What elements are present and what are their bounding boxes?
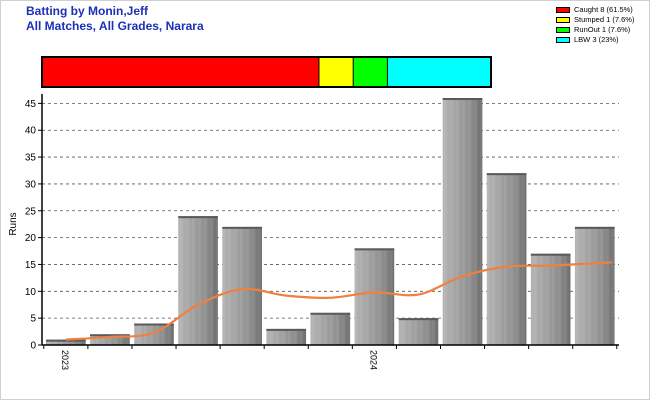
y-tick-label: 5 <box>30 314 36 325</box>
legend-swatch-runout <box>556 27 570 33</box>
bar-top-edge <box>134 323 174 326</box>
title-line-2: All Matches, All Grades, Narara <box>26 19 204 33</box>
legend-label-runout: RunOut 1 (7.6%) <box>574 25 631 34</box>
legend: Caught 8 (61.5%) Stumped 1 (7.6%) RunOut… <box>556 5 634 45</box>
dismissal-bar <box>41 56 492 88</box>
bar-texture <box>530 253 571 345</box>
bar-top-edge <box>442 98 483 100</box>
legend-swatch-stumped <box>556 17 570 23</box>
bar-top-edge <box>222 226 262 229</box>
bar-top-edge <box>46 339 86 342</box>
dismissal-segment-lbw <box>387 57 491 87</box>
x-tick-label: 2024 <box>368 350 378 370</box>
y-tick-label: 25 <box>25 206 37 217</box>
y-tick-label: 40 <box>25 126 37 137</box>
bar-texture <box>442 98 483 345</box>
legend-swatch-lbw <box>556 37 570 43</box>
bar-top-edge <box>266 328 307 331</box>
bar-top-edge <box>310 312 351 315</box>
bar-top-edge <box>486 173 527 176</box>
bar-texture <box>266 328 307 345</box>
axes: 0 5 10 15 20 25 30 35 40 45 2023 2024 <box>25 94 619 370</box>
bars <box>46 98 615 345</box>
bar-texture <box>354 248 395 345</box>
y-tick-label: 35 <box>25 153 37 164</box>
trend-line-group <box>65 261 613 341</box>
title-line-1: Batting by Monin,Jeff <box>26 4 148 18</box>
bar-top-edge <box>178 216 218 219</box>
y-tick-label: 20 <box>25 233 37 244</box>
y-axis-label: Runs <box>8 212 19 235</box>
legend-item-stumped: Stumped 1 (7.6%) <box>556 15 634 25</box>
legend-swatch-caught <box>556 7 570 13</box>
bar-top-edge <box>530 253 571 256</box>
y-tick-label: 10 <box>25 287 37 298</box>
dismissal-segment-stumped <box>318 57 354 87</box>
bar-texture <box>398 318 439 345</box>
dismissal-bar-outline <box>41 56 492 88</box>
bar-texture <box>574 226 615 345</box>
legend-item-caught: Caught 8 (61.5%) <box>556 5 634 15</box>
legend-item-lbw: LBW 3 (23%) <box>556 35 634 45</box>
legend-label-caught: Caught 8 (61.5%) <box>574 5 633 14</box>
bar-texture <box>178 216 218 345</box>
bar-top-edge <box>574 226 615 229</box>
y-tick-label: 15 <box>25 260 37 271</box>
y-tick-label: 45 <box>25 99 37 110</box>
dismissal-segment-runout <box>353 57 388 87</box>
bar-texture <box>46 339 86 345</box>
bar-top-edge <box>90 334 130 337</box>
legend-item-runout: RunOut 1 (7.6%) <box>556 25 634 35</box>
bar-texture <box>486 173 527 345</box>
y-tick-label: 30 <box>25 179 37 190</box>
y-tick-label: 0 <box>30 341 36 352</box>
legend-label-stumped: Stumped 1 (7.6%) <box>574 15 635 24</box>
bar-texture <box>134 323 174 345</box>
bar-texture <box>310 312 351 345</box>
legend-label-lbw: LBW 3 (23%) <box>574 35 619 44</box>
trend-line <box>65 261 613 341</box>
bar-texture <box>90 334 130 345</box>
bar-top-edge <box>354 248 395 251</box>
bar-texture <box>222 226 262 345</box>
dismissal-segment-caught <box>42 57 319 87</box>
bar-top-edge <box>398 318 439 321</box>
chart-title: Batting by Monin,Jeff All Matches, All G… <box>26 4 204 34</box>
x-tick-label: 2023 <box>60 350 70 370</box>
